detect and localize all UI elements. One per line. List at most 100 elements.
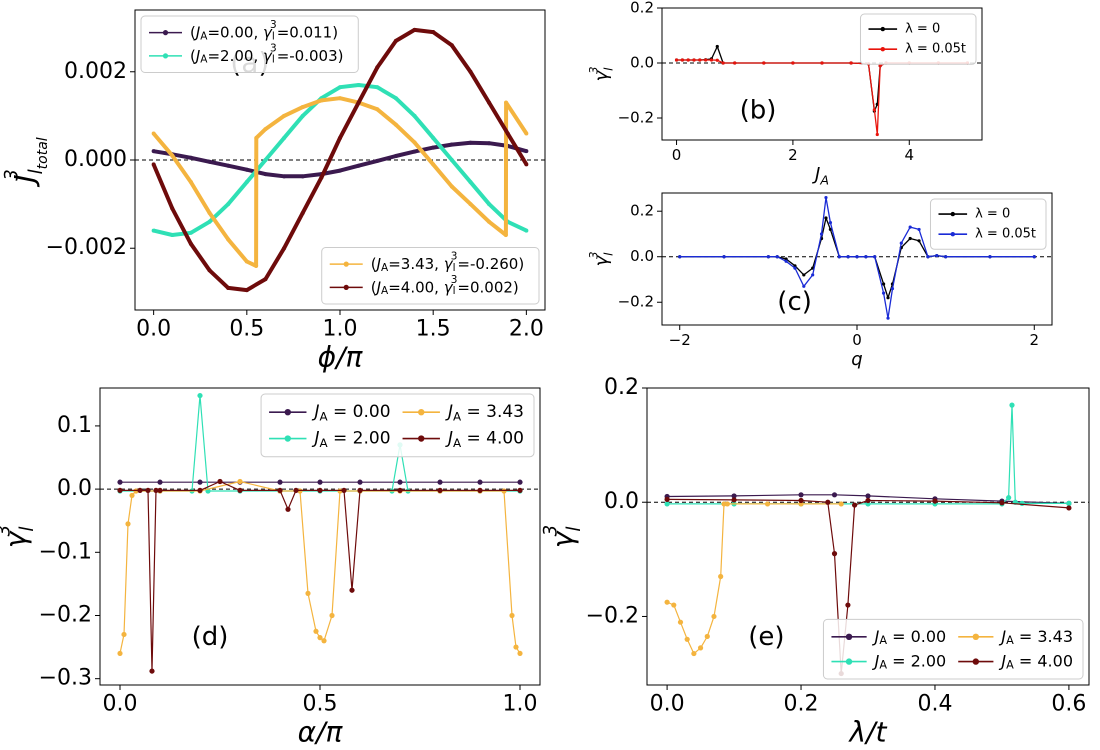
data-point bbox=[820, 61, 824, 65]
data-point bbox=[412, 113, 417, 118]
chart-panel-d: 0.0 0.5 1.0 −0.3 −0.2 −0.1 0.0 0.1 α/π γl3 (d) JA =… bbox=[0, 387, 541, 749]
data-point bbox=[477, 487, 483, 493]
data-point bbox=[487, 202, 492, 207]
data-point bbox=[722, 255, 726, 259]
y-tick-label: 0.0 bbox=[57, 476, 92, 501]
data-point bbox=[282, 174, 287, 179]
series-line-d-2 bbox=[119, 480, 521, 654]
data-point bbox=[872, 108, 876, 112]
data-point bbox=[282, 246, 287, 251]
data-point bbox=[431, 145, 436, 150]
data-point bbox=[684, 636, 690, 642]
data-point bbox=[671, 602, 677, 608]
legend-marker bbox=[972, 658, 980, 665]
legend-label: (JA=2.00, γl3=-0.003) bbox=[190, 42, 343, 65]
data-point bbox=[300, 113, 305, 118]
data-point bbox=[762, 61, 766, 65]
data-point bbox=[524, 228, 529, 233]
legend-label: JA = 0.00 bbox=[311, 402, 390, 423]
x-tick-label: −2 bbox=[669, 331, 691, 349]
data-point bbox=[802, 284, 806, 288]
panel-label: (d) bbox=[192, 622, 229, 652]
legend-marker bbox=[343, 284, 349, 290]
data-point bbox=[819, 232, 824, 236]
x-tick-label: 0.6 bbox=[1051, 692, 1086, 717]
x-tick-label: 1.0 bbox=[323, 317, 358, 342]
data-point bbox=[244, 167, 249, 172]
data-point bbox=[890, 286, 895, 291]
legend-label: JA = 3.43 bbox=[445, 402, 524, 423]
data-point bbox=[674, 58, 679, 62]
data-point bbox=[831, 551, 838, 557]
data-point bbox=[793, 266, 797, 270]
data-point bbox=[449, 184, 454, 189]
data-point bbox=[170, 206, 175, 211]
data-point bbox=[509, 612, 515, 619]
legend: (JA=3.43, γl3=-0.260)(JA=4.00, γl3=0.002… bbox=[321, 247, 540, 305]
legend-box bbox=[822, 618, 1084, 680]
data-point bbox=[932, 498, 938, 504]
data-point bbox=[704, 58, 708, 62]
data-point bbox=[244, 180, 249, 185]
data-point bbox=[145, 487, 151, 493]
data-point bbox=[293, 487, 299, 493]
x-tick-label: 0 bbox=[672, 146, 682, 164]
y-tick-label: 0.0 bbox=[630, 54, 654, 72]
data-point bbox=[798, 492, 804, 498]
series-line-b-1 bbox=[676, 59, 968, 136]
data-point bbox=[944, 255, 948, 259]
data-point bbox=[802, 273, 806, 277]
data-point bbox=[157, 479, 163, 485]
legend-marker bbox=[343, 261, 349, 267]
series-line-d-3 bbox=[120, 480, 520, 672]
data-point bbox=[375, 85, 380, 90]
x-tick-label: 0.0 bbox=[136, 317, 171, 342]
data-point bbox=[151, 131, 156, 136]
data-point bbox=[117, 487, 123, 493]
data-point bbox=[188, 155, 193, 160]
x-tick-label: 1.5 bbox=[416, 317, 451, 342]
legend-box bbox=[321, 247, 540, 305]
data-point bbox=[908, 225, 912, 229]
data-point bbox=[117, 650, 123, 657]
data-point bbox=[846, 255, 850, 259]
data-point bbox=[317, 487, 323, 493]
data-point bbox=[845, 602, 851, 608]
axes-frame bbox=[646, 387, 1090, 686]
data-point bbox=[412, 27, 417, 32]
legend-box bbox=[140, 15, 359, 73]
chart-panel-b: 0 2 4 −0.2 0.0 0.2 JA γl3 (b) λ = 0 λ = 0.05t bbox=[586, 0, 983, 188]
data-point bbox=[188, 230, 193, 235]
data-point bbox=[125, 521, 131, 527]
x-tick-label: 1.0 bbox=[503, 692, 538, 717]
data-point bbox=[305, 590, 311, 596]
data-point bbox=[157, 487, 163, 493]
data-point bbox=[864, 255, 868, 259]
data-point bbox=[503, 233, 508, 237]
x-tick-label: 0.5 bbox=[303, 692, 338, 717]
data-point bbox=[300, 174, 305, 179]
legend-label: JA = 4.00 bbox=[445, 429, 524, 450]
data-point bbox=[431, 162, 436, 167]
data-point bbox=[501, 488, 507, 494]
legend-label: JA = 3.43 bbox=[998, 626, 1073, 647]
data-point bbox=[487, 141, 492, 146]
y-tick-label: 0.000 bbox=[64, 147, 127, 172]
legend-marker bbox=[950, 232, 955, 237]
data-point bbox=[828, 220, 833, 225]
data-point bbox=[724, 501, 730, 507]
data-point bbox=[678, 255, 682, 259]
data-point bbox=[831, 492, 838, 498]
data-point bbox=[664, 501, 670, 507]
data-point bbox=[437, 479, 443, 485]
data-point bbox=[321, 638, 327, 644]
data-point bbox=[698, 58, 702, 62]
x-axis-label: ϕ/π bbox=[318, 341, 364, 374]
panel-label: (e) bbox=[748, 622, 784, 652]
data-point bbox=[188, 180, 193, 185]
legend-label: λ = 0 bbox=[975, 207, 1010, 222]
x-tick-label: 0 bbox=[852, 331, 862, 349]
legend-label: JA = 2.00 bbox=[311, 429, 390, 450]
data-point bbox=[886, 296, 890, 300]
legend: JA = 0.00 JA = 2.00 JA = 3.43 JA = 4.00 bbox=[260, 393, 535, 458]
